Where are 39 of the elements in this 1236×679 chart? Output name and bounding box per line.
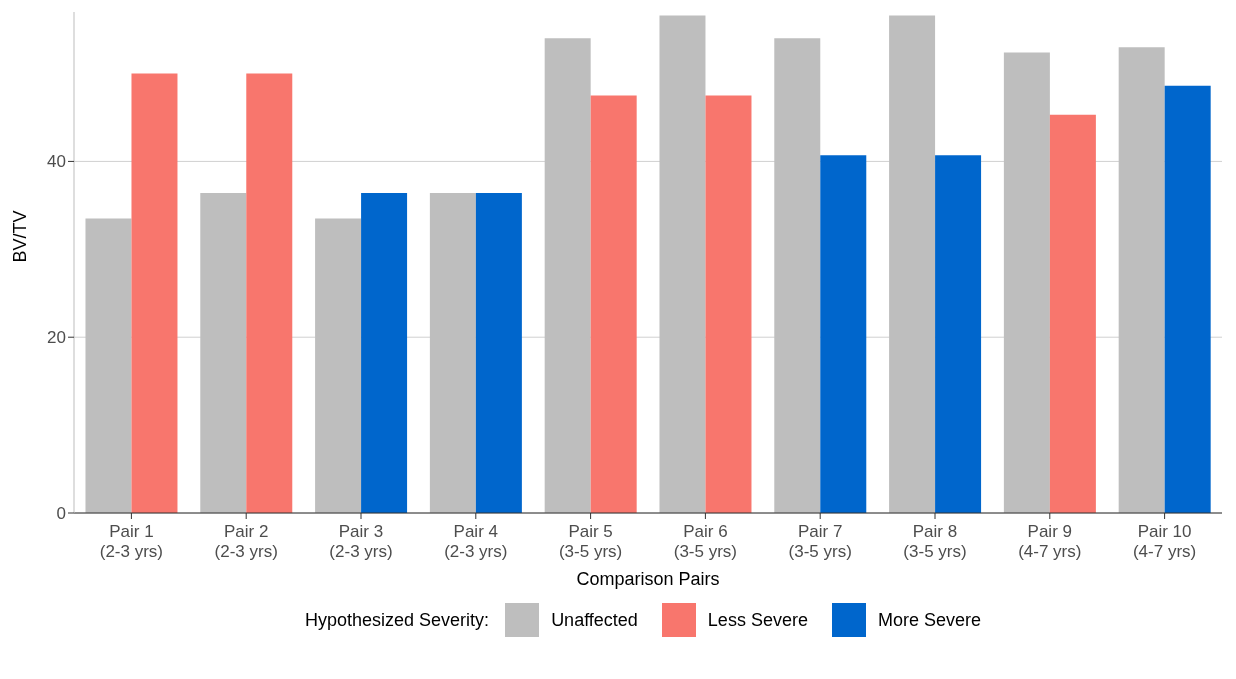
bar: [1118, 47, 1165, 513]
y-axis-title: BV/TV: [10, 210, 31, 263]
bar: [475, 193, 522, 513]
bar: [889, 15, 936, 513]
bar: [131, 73, 178, 513]
x-tick-label: Pair 5 (3-5 yrs): [558, 522, 623, 561]
x-axis-title: Comparison Pairs: [576, 569, 720, 589]
bar: [85, 218, 132, 513]
bar: [935, 155, 982, 513]
bar: [1164, 85, 1211, 513]
legend-label: Less Severe: [707, 609, 808, 631]
legend-title: Hypothesized Severity:: [305, 609, 490, 631]
bar: [315, 218, 362, 513]
x-tick-label: Pair 8 (3-5 yrs): [903, 522, 967, 561]
bar: [774, 38, 821, 513]
bar: [544, 38, 591, 513]
bar: [590, 95, 637, 513]
y-tick-label: 20: [47, 328, 66, 348]
bar: [659, 15, 706, 513]
bar: [200, 193, 247, 513]
bar: [361, 193, 408, 513]
bar: [705, 95, 752, 513]
x-tick-label: Pair 4 (2-3 yrs): [444, 522, 508, 561]
bar: [820, 155, 867, 513]
x-tick-label: Pair 3 (2-3 yrs): [329, 522, 393, 561]
legend-label: Unaffected: [551, 609, 638, 631]
x-tick-label: Pair 2 (2-3 yrs): [214, 522, 278, 561]
y-tick-label: 40: [47, 152, 66, 172]
y-tick-label: 0: [56, 504, 66, 524]
legend-label: More Severe: [877, 609, 981, 631]
x-tick-label: Pair 10 (4-7 yrs): [1132, 522, 1197, 561]
bar: [1049, 114, 1096, 513]
bar: [1003, 52, 1050, 513]
x-tick-label: Pair 9 (4-7 yrs): [1018, 522, 1082, 561]
x-tick-label: Pair 7 (3-5 yrs): [788, 522, 852, 561]
bar: [429, 193, 476, 513]
bar: [246, 73, 293, 513]
x-tick-label: Pair 1 (2-3 yrs): [99, 522, 164, 561]
x-tick-label: Pair 6 (3-5 yrs): [673, 522, 738, 561]
